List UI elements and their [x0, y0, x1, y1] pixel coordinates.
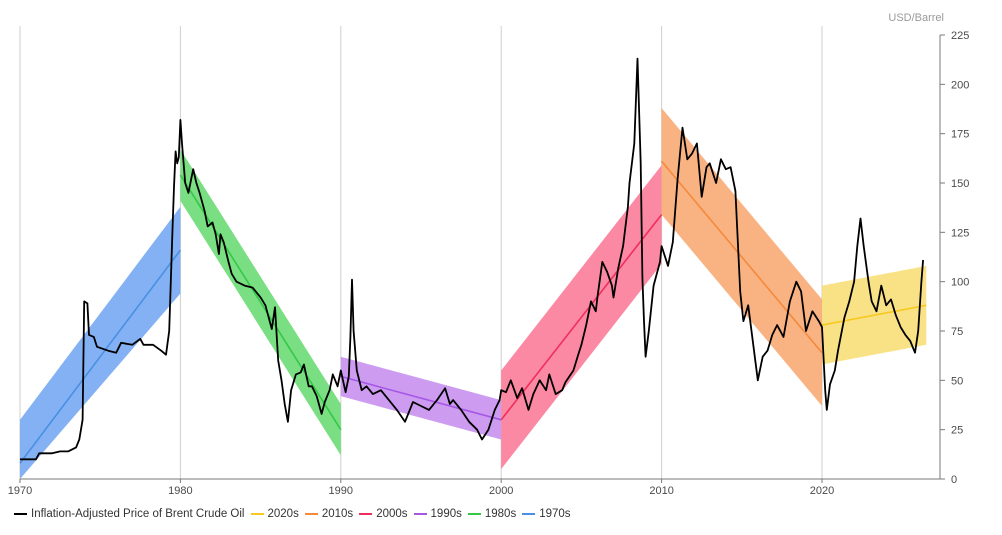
- trend-line-2010s: [660, 160, 823, 354]
- legend-label: 1980s: [484, 508, 517, 520]
- legend-swatch: [359, 513, 373, 515]
- y-tick-label-225: 225: [951, 30, 969, 42]
- y-tick-label-0: 0: [951, 474, 957, 486]
- x-tick-label-2020: 2020: [810, 485, 834, 497]
- legend-item-1990s[interactable]: 1990s: [413, 508, 462, 520]
- legend-item-2000s[interactable]: 2000s: [359, 508, 408, 520]
- legend-swatch: [413, 513, 427, 515]
- y-tick-label-75: 75: [951, 326, 963, 338]
- legend-swatch: [14, 513, 27, 515]
- x-tick-label-2000: 2000: [489, 485, 513, 497]
- trend-line-1990s: [340, 375, 502, 421]
- legend-swatch: [250, 513, 264, 515]
- legend-item-1970s[interactable]: 1970s: [522, 508, 571, 520]
- x-tick-label-1990: 1990: [329, 485, 353, 497]
- trend-band-1970s: [20, 206, 181, 479]
- y-tick-label-175: 175: [951, 129, 969, 141]
- axis-layer: 0 25 50 75 100 125 150 175 200 225 1970 1980 1990 200…: [8, 30, 970, 497]
- x-tick-label-1970: 1970: [8, 485, 32, 497]
- price-line-layer: [20, 57, 924, 461]
- legend-label: 1990s: [430, 508, 462, 520]
- trend-line-2020s: [821, 304, 927, 326]
- y-tick-label-125: 125: [951, 227, 969, 239]
- legend-label: Inflation-Adjusted Price of Brent Crude …: [31, 508, 245, 520]
- legend-label: 2020s: [267, 508, 299, 520]
- price-series-line: [20, 57, 924, 461]
- legend-swatch: [522, 513, 536, 515]
- legend-item-2020s[interactable]: 2020s: [250, 508, 299, 520]
- trend-band-layer: [19, 108, 927, 479]
- trend-line-2000s: [500, 214, 663, 421]
- x-tick-label-2010: 2010: [649, 485, 673, 497]
- legend-item-price[interactable]: Inflation-Adjusted Price of Brent Crude …: [14, 508, 245, 520]
- legend-swatch: [304, 513, 318, 515]
- legend-item-2010s[interactable]: 2010s: [304, 508, 354, 520]
- trend-line-1980s: [179, 174, 342, 431]
- x-tick-label-1980: 1980: [168, 485, 192, 497]
- legend: Inflation-Adjusted Price of Brent Crude …: [14, 504, 577, 524]
- legend-label: 2010s: [321, 508, 354, 520]
- y-tick-label-150: 150: [951, 178, 969, 190]
- y-tick-label-50: 50: [951, 375, 963, 387]
- y-tick-label-200: 200: [951, 79, 969, 91]
- y-tick-label-100: 100: [951, 277, 969, 289]
- legend-label: 2000s: [376, 508, 408, 520]
- y-tick-label-25: 25: [951, 425, 963, 437]
- trend-line-1970s: [19, 249, 182, 464]
- legend-item-1980s[interactable]: 1980s: [467, 508, 517, 520]
- y-axis-unit-label: USD/Barrel: [888, 12, 944, 24]
- legend-swatch: [467, 513, 481, 515]
- legend-label: 1970s: [539, 508, 571, 520]
